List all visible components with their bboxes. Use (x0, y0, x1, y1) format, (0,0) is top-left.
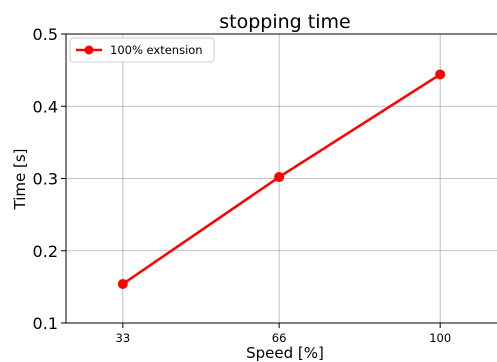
y-tick-label: 0.5 (33, 25, 58, 44)
series-layer (117, 69, 446, 289)
x-ticks: 33 66 100 (116, 323, 451, 345)
x-tick-label: 100 (429, 331, 451, 345)
y-axis-label: Time [s] (11, 149, 29, 211)
y-ticks: 0.1 0.2 0.3 0.4 0.5 (33, 25, 66, 333)
chart-title: stopping time (219, 11, 350, 33)
x-tick-label: 33 (116, 331, 131, 345)
data-point (117, 278, 128, 289)
y-tick-label: 0.4 (33, 97, 58, 116)
y-tick-label: 0.3 (33, 170, 58, 189)
legend-frame (69, 37, 215, 63)
data-point (435, 69, 446, 80)
legend: 100% extension (69, 37, 215, 63)
y-tick-label: 0.1 (33, 314, 58, 333)
legend-entry-100-extension: 100% extension (110, 43, 203, 57)
x-tick-label: 66 (272, 331, 287, 345)
y-tick-label: 0.2 (33, 242, 58, 261)
data-point (274, 172, 285, 183)
x-axis-label: Speed [%] (246, 344, 324, 362)
legend-marker-swatch (84, 45, 94, 55)
